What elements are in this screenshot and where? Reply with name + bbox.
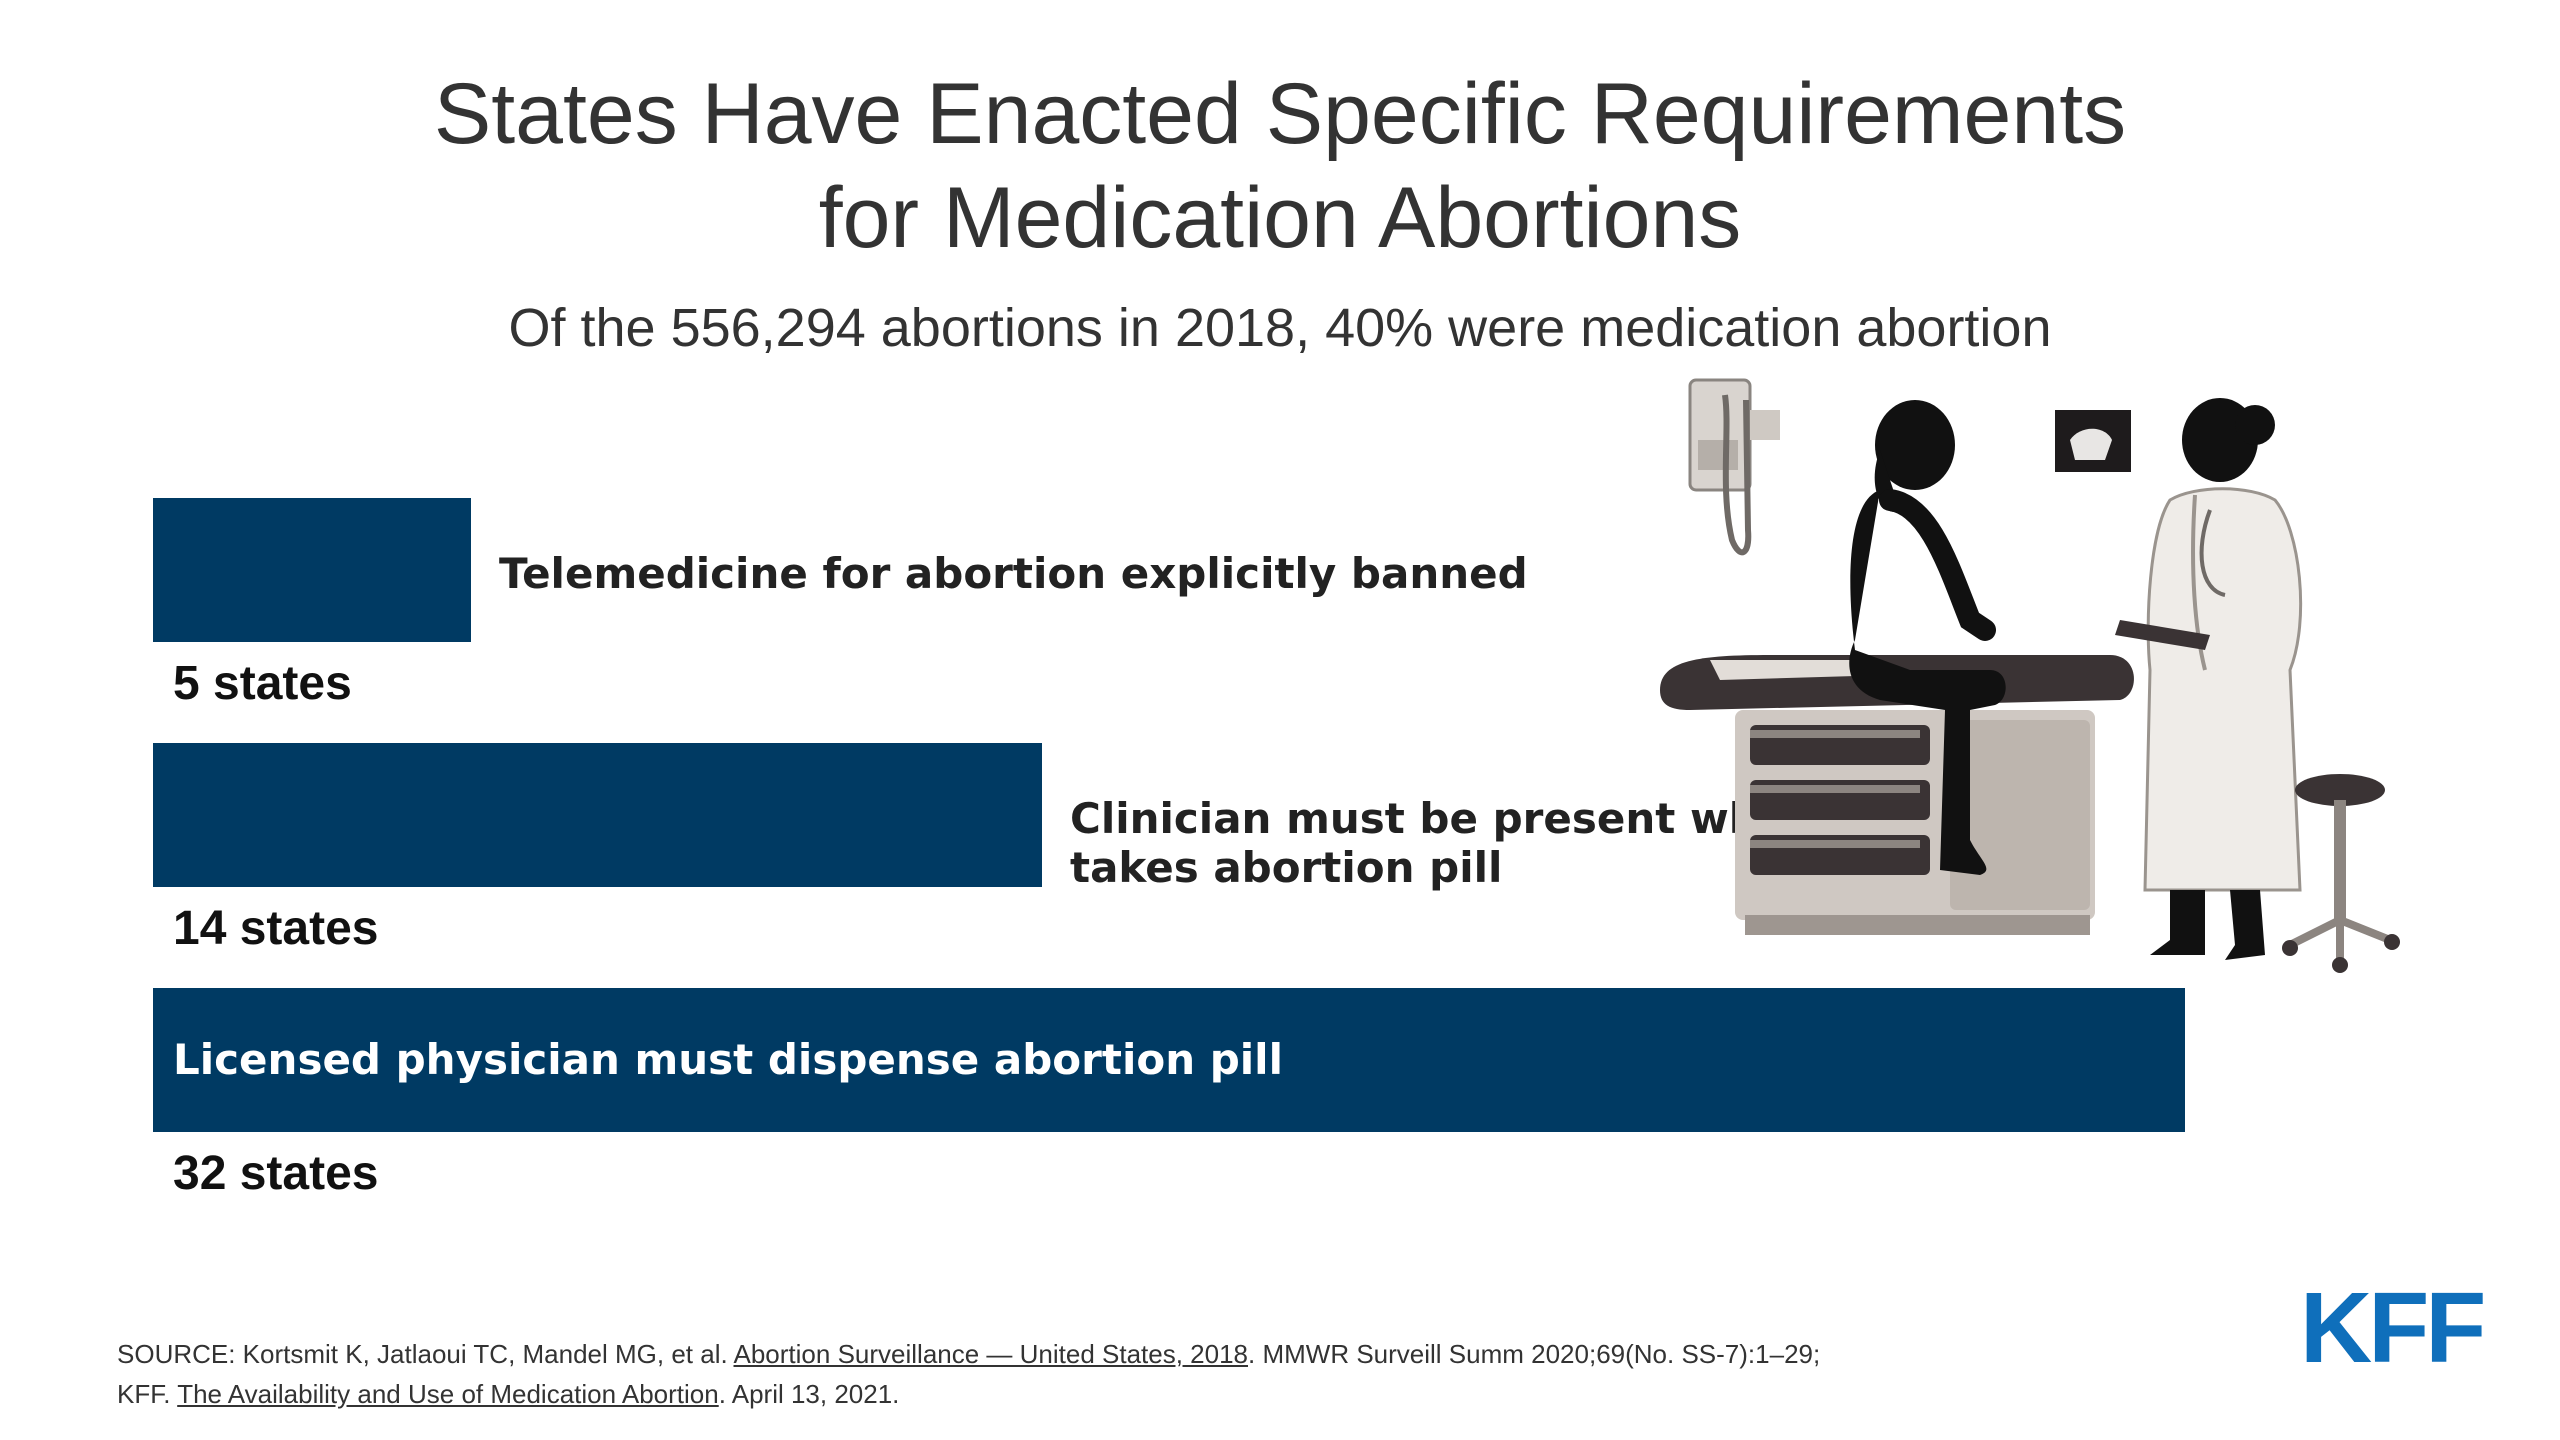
bar-category-label-3: Licensed physician must dispense abortio… — [173, 1031, 2165, 1089]
bar-category-label-2-line-2: takes abortion pill — [1070, 843, 1503, 892]
bar-category-label-1: Telemedicine for abortion explicitly ban… — [499, 549, 1528, 598]
source-line-2: KFF. The Availability and Use of Medicat… — [117, 1374, 2217, 1414]
bar-2 — [153, 743, 1042, 887]
chart-title: States Have Enacted Specific Requirement… — [0, 62, 2560, 270]
source-line2-prefix: KFF. — [117, 1379, 178, 1409]
source-line-1: SOURCE: Kortsmit K, Jatlaoui TC, Mandel … — [117, 1334, 2217, 1374]
bar-value-label-2: 14 states — [173, 902, 379, 955]
bar-value-label-1: 5 states — [173, 657, 352, 710]
bar-category-label-3-line-1: Licensed physician must dispense abortio… — [173, 1035, 1283, 1084]
bar-1 — [153, 498, 471, 642]
bar-value-label-3: 32 states — [173, 1147, 379, 1200]
source-link-kff[interactable]: The Availability and Use of Medication A… — [177, 1379, 719, 1409]
bar-category-label-1-line-1: Telemedicine for abortion explicitly ban… — [499, 549, 1528, 598]
title-line-1: States Have Enacted Specific Requirement… — [433, 66, 2127, 162]
source-suffix: . April 13, 2021. — [718, 1379, 900, 1409]
source-note: SOURCE: Kortsmit K, Jatlaoui TC, Mandel … — [117, 1334, 2217, 1414]
title-line-2: for Medication Abortions — [818, 170, 1742, 266]
kff-logo: KFF — [2300, 1272, 2486, 1384]
bar-3 — [153, 988, 2185, 1132]
source-middle: . MMWR Surveill Summ 2020;69(No. SS-7):1… — [1248, 1339, 1821, 1369]
doctor-patient-exam-room-illustration — [1660, 378, 2400, 973]
chart-subtitle: Of the 556,294 abortions in 2018, 40% we… — [508, 298, 2052, 358]
source-prefix: SOURCE: Kortsmit K, Jatlaoui TC, Mandel … — [117, 1339, 734, 1369]
source-link-surveillance[interactable]: Abortion Surveillance — United States, 2… — [733, 1339, 1249, 1369]
